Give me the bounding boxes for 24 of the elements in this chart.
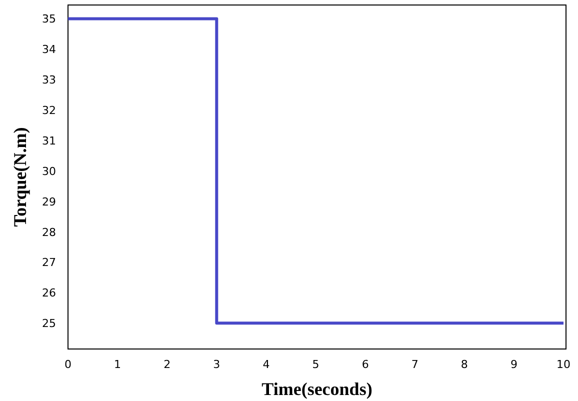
y-tick-label: 32 <box>42 104 56 118</box>
x-tick-label: 7 <box>411 358 418 371</box>
y-tick-label: 33 <box>42 74 56 87</box>
y-tick-label: 31 <box>42 134 56 148</box>
y-tick-label: 34 <box>42 43 56 56</box>
y-tick-label: 35 <box>42 12 56 26</box>
y-tick-label: 28 <box>42 226 56 239</box>
x-tick-label: 5 <box>312 358 320 371</box>
x-tick-label: 6 <box>362 358 369 371</box>
x-tick-label: 4 <box>262 358 270 371</box>
x-tick-label: 8 <box>460 358 468 371</box>
y-axis-title: Torque(N.m) <box>10 127 30 227</box>
y-tick-label: 26 <box>42 286 56 300</box>
y-tick-label: 30 <box>42 164 56 178</box>
y-tick-label: 25 <box>42 317 56 330</box>
x-tick-label: 9 <box>510 358 518 371</box>
x-tick-label: 0 <box>64 358 72 371</box>
x-tick-label: 10 <box>556 358 571 371</box>
x-tick-label: 3 <box>213 358 220 371</box>
y-tick-label: 29 <box>42 195 56 208</box>
y-tick-label: 27 <box>42 256 56 270</box>
x-tick-label: 1 <box>114 358 122 371</box>
x-axis-title: Time(seconds) <box>262 379 372 399</box>
x-tick-label: 2 <box>164 358 171 371</box>
